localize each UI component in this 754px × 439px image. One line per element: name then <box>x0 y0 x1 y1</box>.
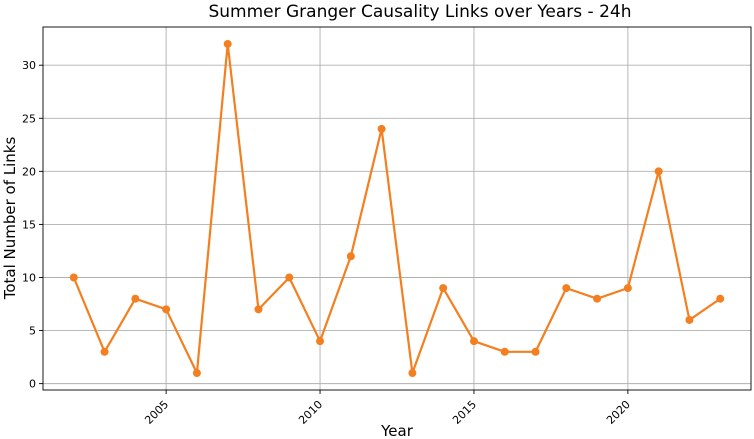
data-point <box>131 294 140 303</box>
data-point <box>685 315 694 324</box>
y-tick-label: 30 <box>22 59 36 72</box>
y-tick-label: 10 <box>22 271 36 284</box>
data-series <box>69 39 725 378</box>
data-point <box>285 273 294 282</box>
data-point <box>716 294 725 303</box>
data-point <box>346 252 355 261</box>
data-point <box>100 347 109 356</box>
data-point <box>316 337 325 346</box>
data-point <box>654 167 663 176</box>
data-point <box>439 284 448 293</box>
x-tick-label: 2005 <box>142 398 171 427</box>
data-point <box>408 369 417 378</box>
series-line <box>72 42 721 375</box>
grid-lines <box>43 27 751 390</box>
data-point <box>562 284 571 293</box>
data-point <box>377 124 386 133</box>
x-tick-label: 2020 <box>604 398 633 427</box>
data-point <box>500 347 509 356</box>
y-tick-label: 5 <box>29 325 36 338</box>
data-point <box>593 294 602 303</box>
data-point <box>531 347 540 356</box>
plot-frame <box>42 26 752 391</box>
y-tick-label: 20 <box>22 165 36 178</box>
data-point <box>623 284 632 293</box>
axes: 2005 2010 2015 2020 0 5 10 15 20 25 30 <box>22 26 752 427</box>
data-point <box>69 273 78 282</box>
data-point <box>254 305 263 314</box>
y-axis-title: Total Number of Links <box>1 137 19 301</box>
data-point <box>192 369 201 378</box>
x-tick-label: 2010 <box>296 398 325 427</box>
data-point <box>223 39 232 48</box>
data-point <box>469 337 478 346</box>
x-axis-title: Year <box>380 422 414 439</box>
y-tick-label: 15 <box>22 218 36 231</box>
data-point <box>162 305 171 314</box>
x-tick-label: 2015 <box>450 398 479 427</box>
y-tick-label: 0 <box>29 378 36 391</box>
chart-title: Summer Granger Causality Links over Year… <box>208 2 631 22</box>
y-tick-label: 25 <box>22 112 36 125</box>
